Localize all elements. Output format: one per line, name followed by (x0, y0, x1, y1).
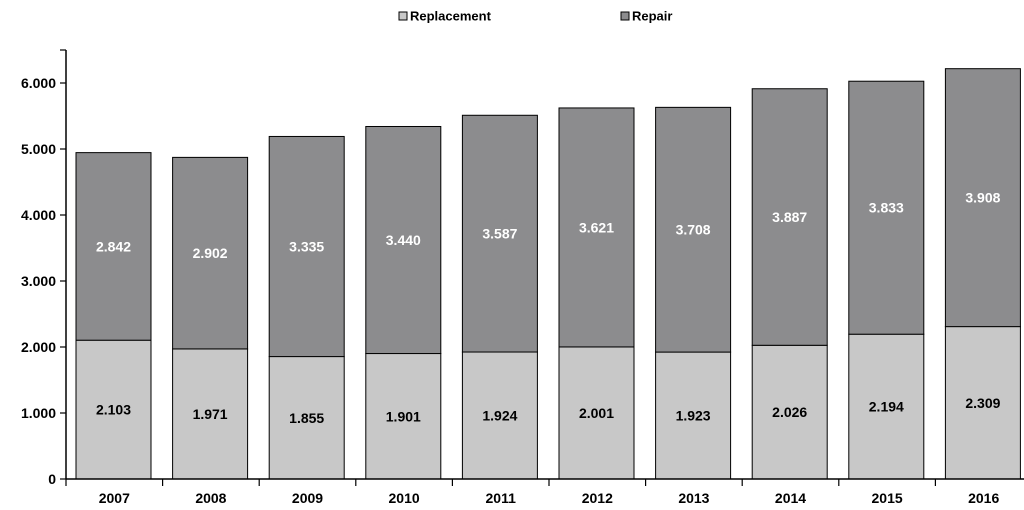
bar-replacement-2013 (655, 351, 732, 480)
bar-repair-2010 (365, 125, 442, 355)
x-tick-label-2012: 2012 (582, 490, 613, 506)
y-tick-label: 4.000 (21, 207, 56, 223)
legend-swatch-repair (620, 11, 630, 21)
bar-repair-2013 (655, 106, 732, 353)
x-tick-label-2014: 2014 (775, 490, 806, 506)
bar-repair-2016 (944, 68, 1021, 328)
data-label-repair-2010: 3.440 (386, 232, 421, 248)
legend-label-replacement: Replacement (410, 9, 492, 24)
data-label-repair-2014: 3.887 (772, 209, 807, 225)
x-tick-label-2007: 2007 (99, 490, 130, 506)
x-tick-label-2016: 2016 (968, 490, 999, 506)
bar-repair-2012 (558, 107, 635, 348)
data-label-replacement-2012: 2.001 (579, 405, 614, 421)
bar-replacement-2014 (751, 344, 828, 480)
data-label-repair-2016: 3.908 (965, 190, 1000, 206)
x-tick-label-2015: 2015 (872, 490, 903, 506)
y-tick-label: 3.000 (21, 273, 56, 289)
y-tick-label: 1.000 (21, 405, 56, 421)
bar-replacement-2009 (268, 356, 345, 480)
y-tick-label: 0 (48, 471, 56, 487)
bar-repair-2015 (848, 80, 925, 335)
data-label-replacement-2015: 2.194 (869, 399, 904, 415)
x-tick-label-2013: 2013 (678, 490, 709, 506)
data-label-repair-2008: 2.902 (193, 245, 228, 261)
bar-replacement-2012 (558, 346, 635, 480)
bar-replacement-2007 (75, 339, 152, 480)
bar-repair-2007 (75, 152, 152, 341)
data-label-repair-2009: 3.335 (289, 239, 324, 255)
bar-replacement-2015 (848, 333, 925, 480)
data-label-replacement-2008: 1.971 (193, 406, 228, 422)
data-label-replacement-2014: 2.026 (772, 404, 807, 420)
legend-swatch-replacement (398, 11, 408, 21)
bar-repair-2011 (461, 114, 538, 353)
bar-repair-2008 (172, 156, 249, 350)
data-label-repair-2011: 3.587 (482, 226, 517, 242)
data-label-repair-2015: 3.833 (869, 200, 904, 216)
x-tick-label-2011: 2011 (486, 490, 517, 506)
x-tick-label-2009: 2009 (292, 490, 323, 506)
chart-legend: Replacement Repair (398, 9, 672, 24)
data-label-repair-2013: 3.708 (676, 222, 711, 238)
data-label-replacement-2007: 2.103 (96, 402, 131, 418)
bar-replacement-2016 (944, 326, 1021, 480)
data-label-repair-2007: 2.842 (96, 238, 131, 254)
legend-label-repair: Repair (632, 9, 672, 24)
bar-repair-2014 (751, 88, 828, 346)
data-label-replacement-2016: 2.309 (965, 395, 1000, 411)
bar-repair-2009 (268, 135, 345, 358)
data-label-replacement-2010: 1.901 (386, 408, 421, 424)
chart-axes: 2007 2008 2009 2010 2011 2012 2013 2014 2015 2016… (21, 49, 1024, 506)
y-tick-label: 5.000 (21, 141, 56, 157)
x-tick-label-2008: 2008 (195, 490, 226, 506)
data-label-replacement-2009: 1.855 (289, 410, 324, 426)
x-tick-label-2010: 2010 (389, 490, 420, 506)
y-tick-label: 6.000 (21, 75, 56, 91)
bar-group: 2.103 2.842 1.971 2.902 1.855 3.335 1.901 3.440… (75, 68, 1021, 480)
data-label-replacement-2011: 1.924 (482, 408, 517, 424)
data-label-repair-2012: 3.621 (579, 219, 614, 235)
y-tick-label: 2.000 (21, 339, 56, 355)
data-label-replacement-2013: 1.923 (676, 408, 711, 424)
